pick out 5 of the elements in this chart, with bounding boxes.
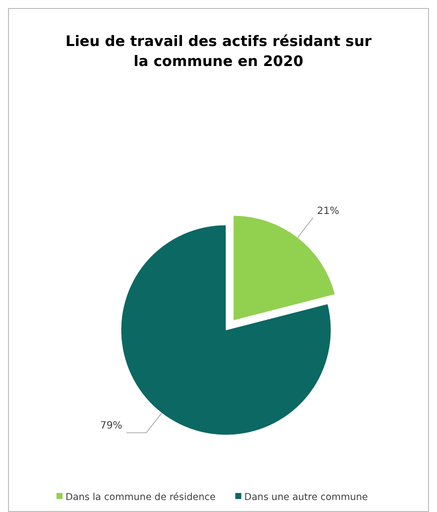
legend-label: Dans une autre commune: [244, 492, 368, 503]
data-label: 79%: [100, 420, 122, 432]
data-label: 21%: [317, 206, 340, 217]
chart-title: Lieu de travail des actifs résidant sur la commune en 2020: [65, 34, 372, 70]
legend-label: Dans la commune de résidence: [66, 492, 216, 503]
